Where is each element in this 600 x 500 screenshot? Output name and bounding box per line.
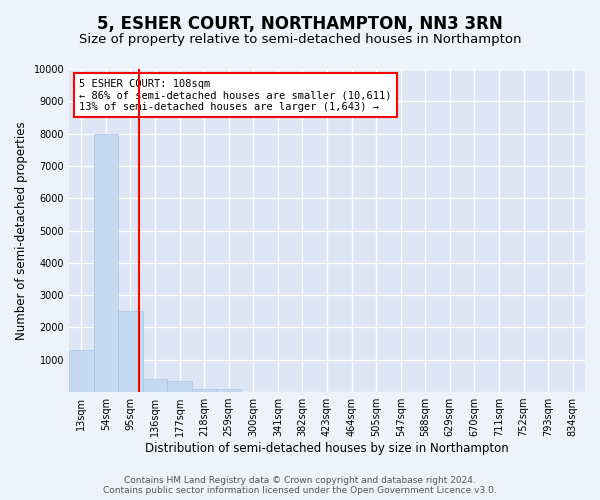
Text: Size of property relative to semi-detached houses in Northampton: Size of property relative to semi-detach… bbox=[79, 32, 521, 46]
Bar bbox=[217, 389, 241, 392]
Text: 5, ESHER COURT, NORTHAMPTON, NN3 3RN: 5, ESHER COURT, NORTHAMPTON, NN3 3RN bbox=[97, 15, 503, 33]
X-axis label: Distribution of semi-detached houses by size in Northampton: Distribution of semi-detached houses by … bbox=[145, 442, 509, 455]
Bar bbox=[69, 350, 94, 392]
Bar bbox=[143, 379, 167, 392]
Text: 5 ESHER COURT: 108sqm
← 86% of semi-detached houses are smaller (10,611)
13% of : 5 ESHER COURT: 108sqm ← 86% of semi-deta… bbox=[79, 78, 392, 112]
Text: Contains HM Land Registry data © Crown copyright and database right 2024.
Contai: Contains HM Land Registry data © Crown c… bbox=[103, 476, 497, 495]
Y-axis label: Number of semi-detached properties: Number of semi-detached properties bbox=[15, 121, 28, 340]
Bar bbox=[118, 312, 143, 392]
Bar bbox=[94, 134, 118, 392]
Bar bbox=[192, 389, 217, 392]
Bar bbox=[167, 381, 192, 392]
